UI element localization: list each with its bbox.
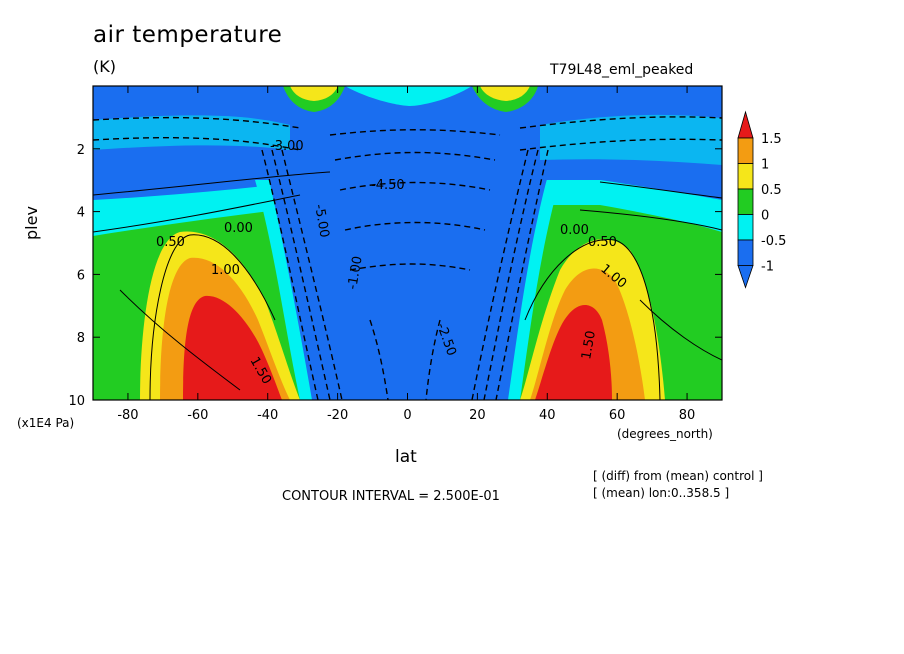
x-axis: -80 -60 -40 -20 0 20 40 60 80: [117, 86, 695, 423]
y-axis-units: (x1E4 Pa): [17, 416, 75, 430]
y-tick-label: 6: [77, 268, 85, 283]
contour-interval: CONTOUR INTERVAL = 2.500E-01: [282, 489, 500, 504]
contour-label: 0.50: [156, 235, 185, 250]
contour-labels: 0.00 0.50 1.00 1.50 -4.50 -5.00 -3.00 -2…: [156, 139, 629, 387]
x-tick-label: 20: [469, 408, 486, 423]
colorbar: 1.5 1 0.5 0 -0.5 -1: [737, 110, 786, 289]
x-axis-label: lat: [395, 447, 417, 467]
x-tick-label: 60: [609, 408, 626, 423]
x-tick-label: 0: [403, 408, 411, 423]
colorbar-segment: [737, 163, 754, 190]
y-tick-label: 10: [68, 394, 85, 409]
y-axis: 2 4 6 8 10: [68, 143, 722, 409]
contour-label: -5.00: [311, 203, 332, 239]
contour-label: 0.50: [588, 235, 617, 250]
colorbar-segment: [737, 214, 754, 241]
colorbar-label: 1.5: [761, 132, 782, 147]
colorbar-segment: [737, 188, 754, 215]
contour-label: -4.50: [371, 178, 405, 193]
x-tick-label: -60: [187, 408, 208, 423]
contour-label: 0.00: [224, 221, 253, 236]
x-tick-label: -40: [257, 408, 278, 423]
colorbar-label: 1: [761, 158, 769, 173]
x-tick-label: -80: [117, 408, 138, 423]
contour-label: 1.50: [579, 330, 599, 361]
colorbar-label: 0.5: [761, 183, 782, 198]
note-mean: [ (mean) lon:0..358.5 ]: [593, 486, 730, 500]
colorbar-label: -0.5: [761, 234, 786, 249]
contour-label: -1.00: [345, 255, 366, 291]
colorbar-label: -1: [761, 260, 774, 275]
y-tick-label: 4: [77, 206, 85, 221]
x-tick-label: 80: [679, 408, 696, 423]
x-tick-label: 40: [539, 408, 556, 423]
run-label: T79L48_eml_peaked: [550, 62, 694, 78]
note-diff: [ (diff) from (mean) control ]: [593, 469, 763, 483]
contour-label: 0.00: [560, 223, 589, 238]
x-tick-label: -20: [327, 408, 348, 423]
contour-fills: [93, 86, 722, 400]
chart-title: air temperature: [93, 22, 283, 48]
colorbar-segment: [737, 239, 754, 266]
chart-units: (K): [93, 57, 116, 76]
y-tick-label: 2: [77, 143, 85, 158]
x-axis-units: (degrees_north): [617, 427, 713, 441]
colorbar-segment: [737, 137, 754, 164]
contour-label: 1.00: [211, 263, 240, 278]
contour-label: -3.00: [270, 139, 304, 154]
colorbar-segment: [737, 265, 754, 289]
colorbar-label: 0: [761, 209, 769, 224]
y-tick-label: 8: [77, 331, 85, 346]
colorbar-segment: [737, 110, 754, 139]
